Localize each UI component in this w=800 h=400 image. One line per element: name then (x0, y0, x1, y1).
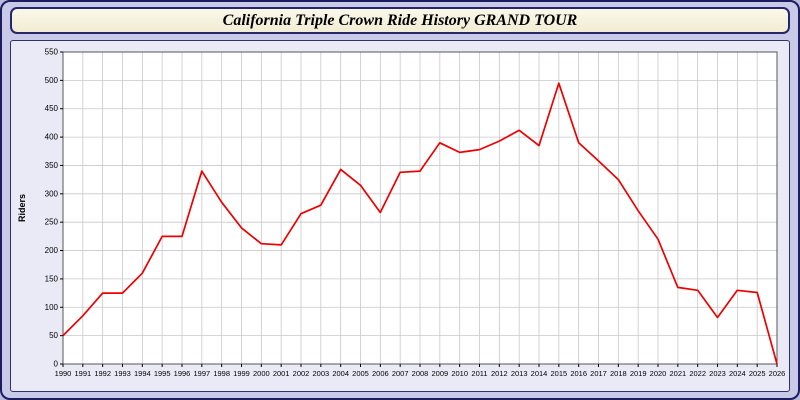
x-tick-label: 1993 (114, 369, 131, 378)
y-tick-label: 0 (54, 360, 59, 369)
x-tick-label: 1996 (174, 369, 191, 378)
x-tick-label: 1998 (213, 369, 230, 378)
x-tick-label: 2014 (531, 369, 548, 378)
y-tick-label: 100 (45, 303, 59, 312)
x-tick-label: 2017 (590, 369, 607, 378)
y-tick-label: 200 (45, 246, 59, 255)
y-tick-label: 500 (45, 76, 59, 85)
x-tick-label: 2020 (650, 369, 667, 378)
title-bar: California Triple Crown Ride History GRA… (10, 7, 790, 34)
y-tick-label: 250 (45, 218, 59, 227)
x-tick-label: 2008 (412, 369, 429, 378)
x-tick-label: 2001 (273, 369, 290, 378)
x-tick-label: 2011 (471, 369, 487, 378)
riders-series-line (62, 82, 778, 365)
y-tick-label: 150 (45, 274, 59, 283)
y-tick-label: 300 (45, 189, 59, 198)
x-tick-label: 1995 (154, 369, 171, 378)
x-tick-label: 2002 (293, 369, 310, 378)
x-tick-label: 2012 (491, 369, 508, 378)
x-tick-label: 2016 (570, 369, 587, 378)
x-tick-label: 1999 (233, 369, 250, 378)
x-tick-label: 2003 (312, 369, 329, 378)
x-tick-label: 1994 (134, 369, 151, 378)
riders-line-chart: 0 50 100 150 200 250 300 350 400 450 500 550 1990 199… (13, 44, 787, 395)
x-tick-label: 1992 (94, 369, 111, 378)
x-tick-label: 2004 (332, 369, 349, 378)
x-tick-label: 1997 (193, 369, 210, 378)
x-tick-label: 2015 (550, 369, 567, 378)
x-tick-label: 2022 (689, 369, 706, 378)
x-tick-label: 2019 (630, 369, 647, 378)
y-tick-label: 400 (45, 133, 59, 142)
y-tick-label: 50 (49, 331, 58, 340)
x-tick-label: 1991 (74, 369, 91, 378)
x-tick-label: 2018 (610, 369, 627, 378)
x-tick-label: 2006 (372, 369, 389, 378)
x-tick-label: 2025 (749, 369, 766, 378)
x-tick-label: 2023 (709, 369, 726, 378)
x-tick-label: 2000 (253, 369, 270, 378)
x-tick-label: 2005 (352, 369, 369, 378)
y-tick-label: 350 (45, 161, 59, 170)
x-tick-label: 2010 (451, 369, 468, 378)
x-tick-label: 2009 (431, 369, 448, 378)
y-tick-label: 450 (45, 104, 59, 113)
x-tick-label: 2007 (392, 369, 409, 378)
x-tick-label: 2026 (769, 369, 786, 378)
chart-panel: 0 50 100 150 200 250 300 350 400 450 500 550 1990 199… (10, 40, 790, 392)
x-tick-label: 2024 (729, 369, 746, 378)
x-tick-label: 2021 (669, 369, 686, 378)
x-tick-label: 1990 (55, 369, 72, 378)
y-tick-label: 550 (45, 48, 59, 57)
y-axis-label: Riders (17, 194, 27, 222)
page-title: California Triple Crown Ride History GRA… (222, 11, 578, 29)
x-tick-label: 2013 (511, 369, 528, 378)
